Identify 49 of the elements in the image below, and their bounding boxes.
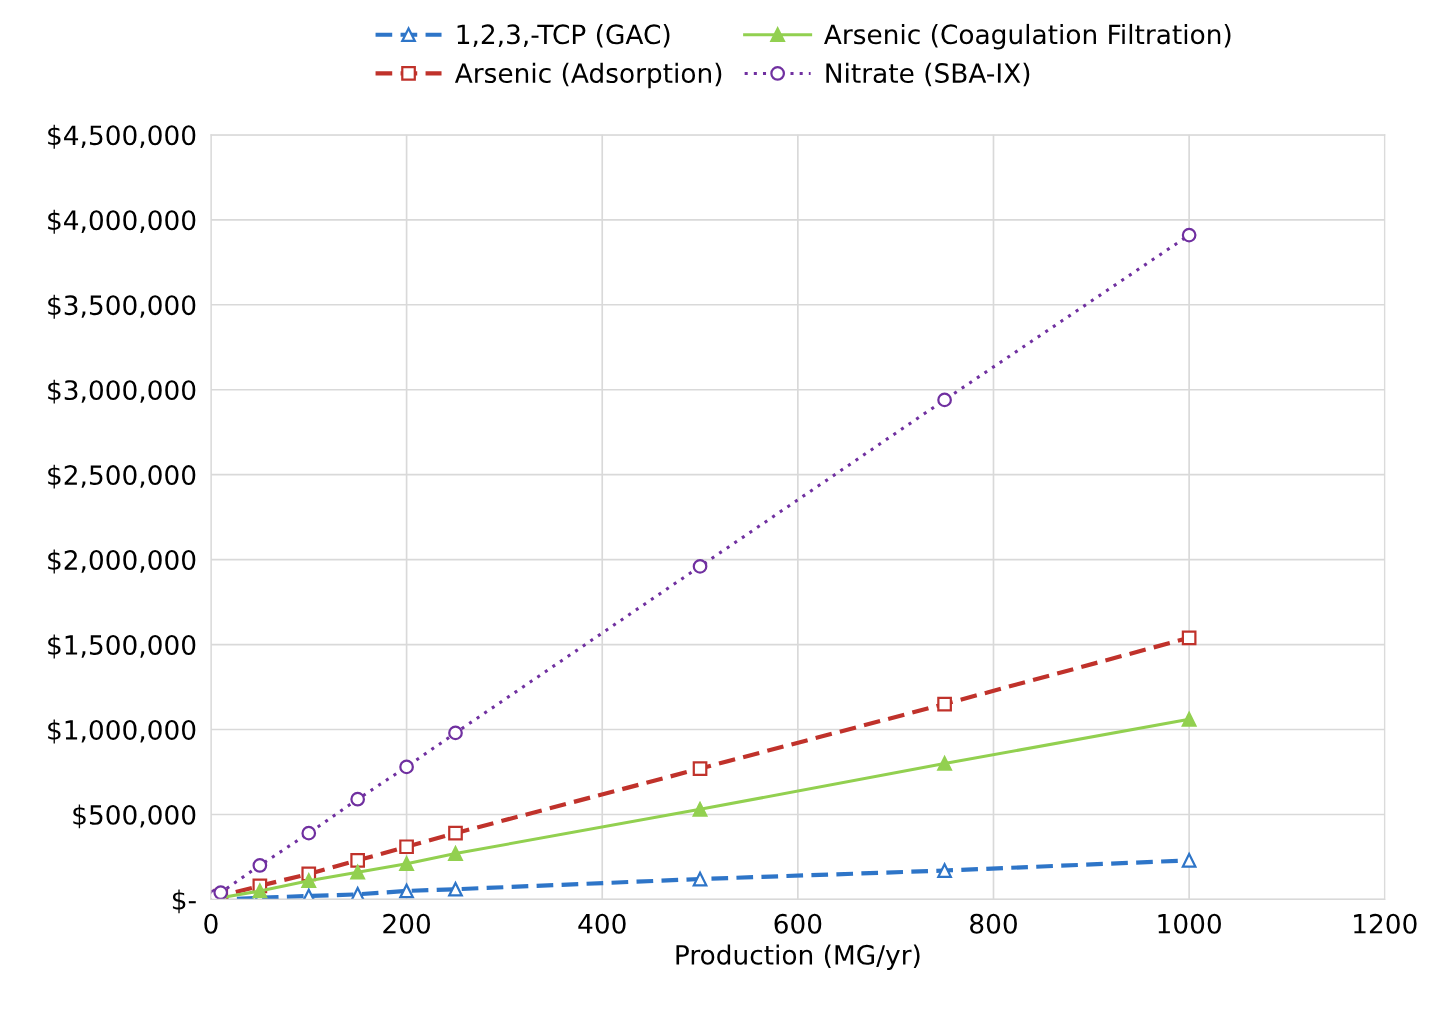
point [937, 696, 952, 712]
point [937, 392, 952, 408]
point [692, 761, 708, 776]
x-tick-label: 600 [774, 913, 822, 934]
point [448, 825, 463, 841]
point [301, 825, 317, 841]
y-tick-label: $500,000 [73, 804, 196, 829]
point [1181, 711, 1197, 727]
y-tick-label: $- [172, 889, 196, 914]
point [448, 725, 463, 741]
y-tick-label: $4,500,000 [48, 124, 196, 149]
point [399, 759, 414, 775]
point [448, 881, 463, 897]
y-tick-label: $2,500,000 [48, 464, 196, 489]
point [399, 839, 414, 855]
point [252, 858, 268, 873]
legend-label: Arsenic (Adsorption) [454, 62, 722, 89]
point [301, 873, 317, 889]
point [692, 802, 708, 817]
point [937, 756, 952, 771]
x-tick-label: 1000 [1158, 913, 1221, 934]
point [692, 871, 708, 887]
x-axis-title: Production (MG/yr) [676, 944, 920, 970]
point [1181, 227, 1197, 243]
point [448, 846, 463, 861]
y-tick-label: $3,000,000 [48, 379, 196, 404]
y-tick-label: $1,500,000 [48, 634, 196, 659]
point [1181, 852, 1197, 868]
x-tick-label: 200 [383, 913, 431, 934]
point [692, 559, 708, 574]
point [399, 856, 414, 872]
legend-label: Nitrate (SBA-IX) [826, 62, 1030, 87]
point [350, 852, 366, 868]
y-tick-label: $4,000,000 [48, 209, 196, 234]
y-tick-label: $3,500,000 [48, 294, 196, 319]
y-tick-label: $1,000,000 [48, 719, 196, 744]
legend-label: 1,2,3,-TCP (GAC) [457, 23, 670, 48]
x-tick-label: 400 [578, 913, 626, 934]
x-tick-label: 1200 [1354, 913, 1417, 934]
x-tick-label: 0 [204, 913, 218, 934]
legend-label: Arsenic (Coagulation Filtration) [824, 23, 1231, 50]
y-tick-label: $2,000,000 [48, 549, 196, 574]
point [252, 883, 268, 899]
point [399, 883, 414, 899]
x-tick-label: 800 [970, 913, 1017, 934]
point [937, 863, 952, 878]
point [350, 864, 366, 880]
point [350, 791, 366, 807]
point [1181, 630, 1197, 646]
